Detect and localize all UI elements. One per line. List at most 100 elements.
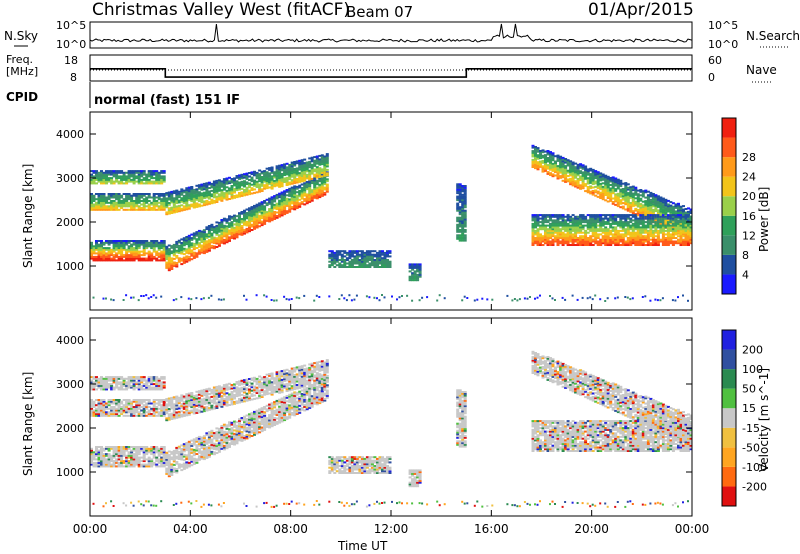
power-cell <box>165 254 169 257</box>
power-cell <box>165 206 169 209</box>
power-cell <box>644 240 648 243</box>
power-cell <box>263 207 267 209</box>
power-cell <box>330 251 334 254</box>
power-cell <box>228 180 231 183</box>
velocity-cell <box>100 409 103 412</box>
power-cell <box>293 180 297 183</box>
power-cell <box>263 217 267 220</box>
power-cell <box>616 203 620 206</box>
power-cell <box>589 221 593 224</box>
power-cell <box>107 255 111 258</box>
power-cell <box>238 188 241 191</box>
power-cell <box>150 201 154 204</box>
power-cell <box>614 177 618 180</box>
power-cell <box>541 156 545 159</box>
power-cell <box>115 205 119 208</box>
power-cell <box>463 215 467 217</box>
power-cell <box>534 240 537 243</box>
power-cell <box>549 159 552 162</box>
power-cell <box>310 167 314 170</box>
power-cell <box>561 221 565 224</box>
power-cell <box>160 259 164 262</box>
power-cell <box>303 203 307 206</box>
power-cell <box>320 182 324 185</box>
power-cell <box>333 262 337 265</box>
power-cell <box>310 172 314 175</box>
power-cell <box>112 247 116 250</box>
power-cell <box>639 219 643 222</box>
power-cell <box>546 164 550 167</box>
power-cell <box>601 224 605 227</box>
power-cell <box>100 245 103 248</box>
power-cell <box>458 220 462 223</box>
velocity-cell <box>97 463 101 466</box>
power-cell <box>195 188 199 191</box>
power-cell <box>295 171 299 173</box>
power-cell <box>606 177 610 180</box>
power-cell <box>682 224 685 227</box>
power-cell <box>233 219 236 222</box>
power-cell <box>546 151 550 154</box>
power-cell <box>195 204 199 207</box>
power-cell <box>679 224 683 227</box>
power-cell <box>222 186 226 189</box>
power-cell <box>160 171 164 174</box>
power-cell <box>644 229 648 232</box>
power-cell <box>601 173 605 176</box>
power-cell <box>152 194 156 197</box>
power-cell <box>122 171 126 174</box>
power-cell <box>152 208 156 211</box>
power-cell <box>601 175 605 178</box>
power-cell <box>212 247 216 250</box>
power-cell <box>581 185 585 188</box>
power-cell <box>230 195 234 198</box>
power-cell <box>626 193 630 196</box>
power-cell <box>92 259 96 262</box>
power-cell <box>584 242 588 245</box>
power-cell <box>596 183 600 186</box>
velocity-cell <box>100 381 103 384</box>
power-cell <box>330 262 334 265</box>
power-cell <box>95 257 98 260</box>
power-cell <box>378 250 382 253</box>
power-cell <box>671 209 675 212</box>
power-cell <box>225 182 229 185</box>
power-cell <box>594 219 598 222</box>
power-cell <box>541 237 545 239</box>
power-cell <box>200 188 204 191</box>
power-cell <box>238 185 241 187</box>
power-cell <box>661 235 665 238</box>
power-cell <box>220 236 224 239</box>
power-cell <box>182 194 186 197</box>
power-cell <box>373 259 377 261</box>
power-cell <box>574 226 578 229</box>
power-cell <box>202 191 206 194</box>
power-cell <box>614 198 618 201</box>
power-cell <box>556 173 560 176</box>
power-cell <box>378 259 382 261</box>
power-cell <box>290 206 294 208</box>
power-cell <box>240 221 244 224</box>
power-cell <box>192 235 196 238</box>
power-cell <box>228 192 231 195</box>
power-cell <box>616 235 620 238</box>
power-cell <box>355 255 359 258</box>
power-cell <box>177 206 181 209</box>
power-cell <box>187 198 191 201</box>
power-colorbar-swatch <box>722 254 736 275</box>
power-cell <box>160 254 164 257</box>
power-cell <box>641 221 645 224</box>
power-cell <box>661 229 665 232</box>
power-cell <box>589 176 593 179</box>
power-cell <box>250 220 254 223</box>
power-cell <box>278 205 282 207</box>
power-cell <box>245 227 249 230</box>
power-cell <box>142 193 146 195</box>
power-cell <box>293 192 297 195</box>
power-cell <box>649 238 653 241</box>
power-cell <box>614 235 618 238</box>
power-cell <box>581 183 585 186</box>
power-cell <box>298 180 302 183</box>
power-cell <box>270 217 274 220</box>
